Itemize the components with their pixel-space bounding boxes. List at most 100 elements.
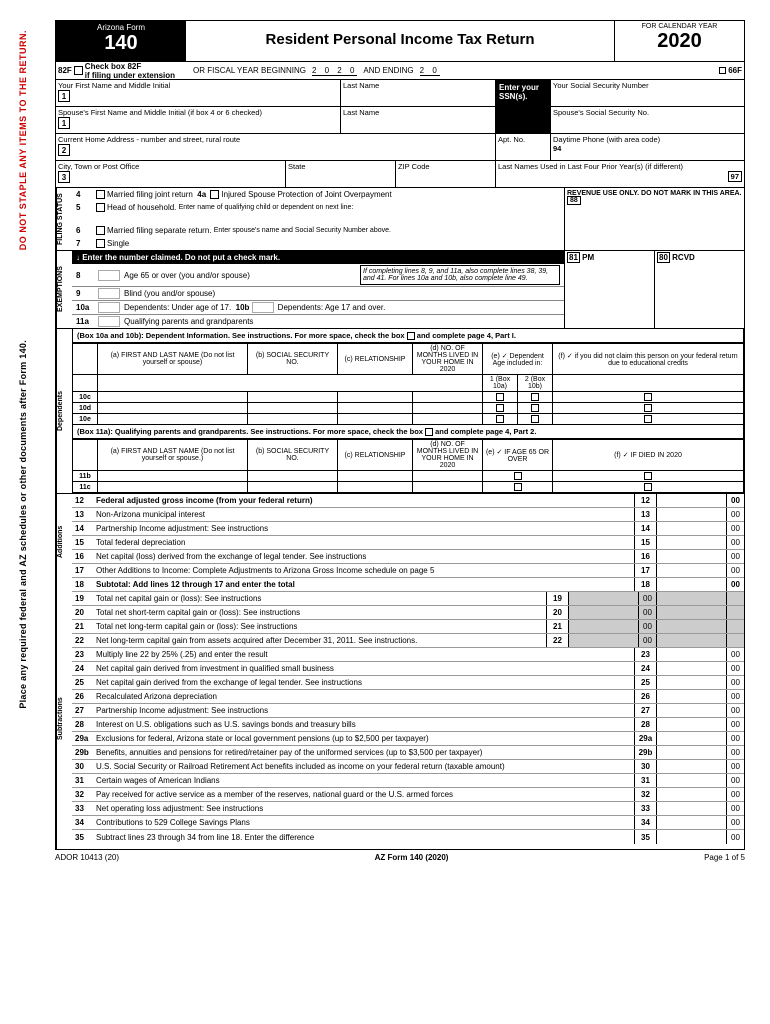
checkbox-hoh[interactable] [96, 203, 105, 212]
dep1-col-c: (c) RELATIONSHIP [338, 344, 413, 375]
exemptions-vert: EXEMPTIONS [56, 251, 72, 328]
dep1-row-10d[interactable]: 10d [73, 403, 744, 414]
header-year-label: FOR CALENDAR YEAR [617, 23, 742, 30]
header-year: 2020 [617, 30, 742, 53]
line-23[interactable]: 23Multiply line 22 by 25% (.25) and ente… [72, 648, 744, 662]
spouse-ssn-label: Spouse's Social Security No. [551, 107, 744, 133]
dep1-row-10c[interactable]: 10c [73, 392, 744, 403]
label-66f: 66F [728, 66, 742, 75]
line-25[interactable]: 25Net capital gain derived from the exch… [72, 676, 744, 690]
input-line-11a[interactable] [98, 316, 120, 327]
your-first-name-label: Your First Name and Middle Initial [58, 81, 170, 90]
line-16[interactable]: 16Net capital (loss) derived from the ex… [72, 550, 744, 564]
dependents-vert: Dependents [56, 329, 72, 493]
prior-names-label: Last Names Used in Last Four Prior Year(… [498, 162, 683, 171]
fy-end-value[interactable]: 2 0 [420, 66, 440, 76]
line-34[interactable]: 34Contributions to 529 College Savings P… [72, 816, 744, 830]
dep2-row-11b[interactable]: 11b [73, 471, 744, 482]
line-15[interactable]: 15Total federal depreciation1500 [72, 536, 744, 550]
line-20[interactable]: 20Total net short-term capital gain or (… [72, 606, 744, 620]
header: Arizona Form 140 Resident Personal Incom… [55, 20, 745, 62]
line-9-label: Blind (you and/or spouse) [124, 289, 215, 298]
dep1-header: (Box 10a and 10b): Dependent Information… [72, 329, 744, 343]
line-35[interactable]: 35Subtract lines 23 through 34 from line… [72, 830, 744, 844]
checkbox-82f[interactable] [74, 66, 83, 75]
dep1-row-10e[interactable]: 10e [73, 414, 744, 425]
line-24[interactable]: 24Net capital gain derived from investme… [72, 662, 744, 676]
enter-ssn-arrow: Enter your SSN(s). [496, 80, 551, 106]
input-line-10a[interactable] [98, 302, 120, 313]
fy-begin-value[interactable]: 2 0 2 0 [312, 66, 357, 76]
apt-label: Apt. No. [496, 134, 551, 160]
dep2-col-e: (e) ✓ IF AGE 65 OR OVER [483, 440, 553, 471]
line-19[interactable]: 19Total net capital gain or (loss): See … [72, 592, 744, 606]
checkbox-mfs[interactable] [96, 226, 105, 235]
dep2-more: For more space, check the box [313, 427, 423, 436]
checkbox-4a[interactable] [210, 190, 219, 199]
4a-label: Injured Spouse Protection of Joint Overp… [221, 190, 391, 199]
dep2-col-d: (d) NO. OF MONTHS LIVED IN YOUR HOME IN … [413, 440, 483, 471]
spouse-last-name-label: Last Name [341, 107, 496, 133]
revenue-label: REVENUE USE ONLY. DO NOT MARK IN THIS AR… [567, 190, 742, 197]
box-66f [719, 67, 726, 74]
dep2-header: (Box 11a): Qualifying parents and grandp… [72, 425, 744, 439]
exemptions-note: If completing lines 8, 9, and 11a, also … [360, 265, 560, 285]
dep1-more2: and complete page 4, Part I. [417, 331, 516, 340]
zip-label: ZIP Code [396, 161, 496, 187]
checkbox-dep2-more[interactable] [425, 428, 433, 436]
line-12[interactable]: 12Federal adjusted gross income (from yo… [72, 494, 744, 508]
footer-left: ADOR 10413 (20) [55, 853, 119, 862]
line-21[interactable]: 21Total net long-term capital gain or (l… [72, 620, 744, 634]
line-29b[interactable]: 29bBenefits, annuities and pensions for … [72, 746, 744, 760]
dep1-hdr-text: (Box 10a and 10b): Dependent Information… [77, 331, 292, 340]
dep1-table: (a) FIRST AND LAST NAME (Do not list you… [72, 343, 744, 425]
line-22[interactable]: 22Net long-term capital gain from assets… [72, 634, 744, 648]
dep2-col-f: (f) ✓ IF DIED IN 2020 [553, 440, 744, 471]
line-28[interactable]: 28Interest on U.S. obligations such as U… [72, 718, 744, 732]
dep2-table: (a) FIRST AND LAST NAME (Do not list you… [72, 439, 744, 493]
input-line-8[interactable] [98, 270, 120, 281]
dep2-col-c: (c) RELATIONSHIP [338, 440, 413, 471]
checkbox-single[interactable] [96, 239, 105, 248]
input-line-10b[interactable] [252, 302, 274, 313]
additions-vert: Additions [56, 494, 72, 589]
checkbox-dep1-more[interactable] [407, 332, 415, 340]
row-82f: 82F Check box 82Fif filing under extensi… [55, 62, 745, 80]
pm-rcvd-block: 81 PM 80 RCVD [564, 251, 744, 328]
dep1-ce1: 1 (Box 10a) [483, 375, 518, 392]
dep1-col-d: (d) NO. OF MONTHS LIVED IN YOUR HOME IN … [413, 344, 483, 375]
your-ssn-label: Your Social Security Number [551, 80, 744, 106]
exemptions-bar: ↓ Enter the number claimed. Do not put a… [72, 251, 564, 264]
line-32[interactable]: 32Pay received for active service as a m… [72, 788, 744, 802]
line-17[interactable]: 17Other Additions to Income: Complete Ad… [72, 564, 744, 578]
input-line-9[interactable] [98, 288, 120, 299]
line-26[interactable]: 26Recalculated Arizona depreciation2600 [72, 690, 744, 704]
box-81: 81 [567, 252, 580, 263]
rcvd-label: RCVD [672, 253, 695, 262]
filing-status-block: FILING STATUS 4Married filing joint retu… [55, 188, 745, 251]
your-last-name-label: Last Name [341, 80, 496, 106]
line-27[interactable]: 27Partnership Income adjustment: See ins… [72, 704, 744, 718]
fy-end-label: AND ENDING [363, 66, 413, 75]
dep2-row-11c[interactable]: 11c [73, 482, 744, 493]
income-lines-block: Additions Subtractions 12Federal adjuste… [55, 494, 745, 850]
checkbox-mfj[interactable] [96, 190, 105, 199]
line-13[interactable]: 13Non-Arizona municipal interest1300 [72, 508, 744, 522]
line-33[interactable]: 33Net operating loss adjustment: See ins… [72, 802, 744, 816]
row-1b-box: 1 [58, 117, 70, 129]
mfs-label: Married filing separate return. [107, 226, 212, 235]
line-29a[interactable]: 29aExclusions for federal, Arizona state… [72, 732, 744, 746]
line-30[interactable]: 30U.S. Social Security or Railroad Retir… [72, 760, 744, 774]
lines-container: 12Federal adjusted gross income (from yo… [72, 494, 744, 849]
row-1-box: 1 [58, 90, 70, 102]
line-31[interactable]: 31Certain wages of American Indians3100 [72, 774, 744, 788]
phone-label: Daytime Phone (with area code) [553, 135, 660, 144]
address-label: Current Home Address - number and street… [58, 135, 240, 144]
line-18[interactable]: 18Subtotal: Add lines 12 through 17 and … [72, 578, 744, 592]
4a-num: 4a [197, 190, 206, 199]
line-14[interactable]: 14Partnership Income adjustment: See ins… [72, 522, 744, 536]
footer-mid: AZ Form 140 (2020) [375, 853, 449, 862]
dep1-col-a: (a) FIRST AND LAST NAME (Do not list you… [98, 344, 248, 375]
line-8-label: Age 65 or over (you and/or spouse) [124, 271, 250, 280]
dep1-ce2: 2 (Box 10b) [518, 375, 553, 392]
